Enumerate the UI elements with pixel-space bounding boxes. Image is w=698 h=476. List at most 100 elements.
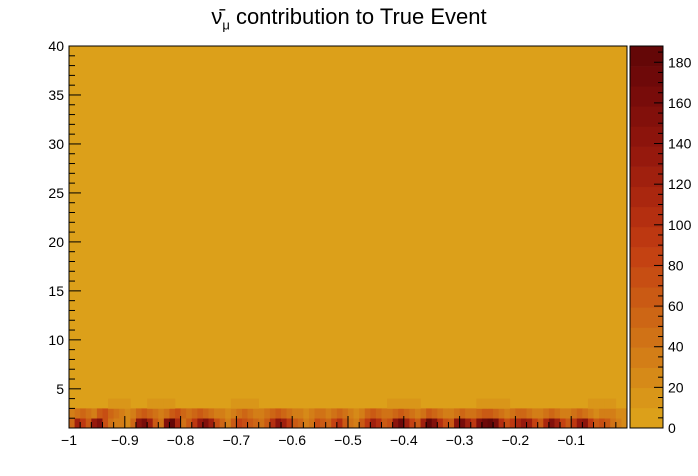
heatmap-cell xyxy=(147,398,153,409)
heatmap-cell xyxy=(409,408,416,419)
heatmap-cell xyxy=(186,408,193,419)
heatmap-cell xyxy=(359,418,366,429)
heatmap-cell xyxy=(219,408,226,419)
color-bar-segment xyxy=(630,226,663,248)
heatmap-cell xyxy=(487,418,494,429)
heatmap-cell xyxy=(275,418,282,429)
color-bar-segment xyxy=(630,86,663,107)
heatmap-cell xyxy=(281,418,287,429)
color-bar-axis: 0 20 40 60 80 100 120 140 160 180 xyxy=(654,46,692,436)
cbar-tick-label: 0 xyxy=(668,420,676,436)
heatmap-cell xyxy=(520,418,527,429)
heatmap-cell xyxy=(582,418,589,429)
heatmap-cell xyxy=(537,418,544,429)
heatmap-cells xyxy=(69,46,628,429)
heatmap-cell xyxy=(124,408,131,419)
heatmap-cell xyxy=(604,418,611,429)
heatmap-cell xyxy=(593,418,600,429)
heatmap-cell xyxy=(331,418,338,429)
heatmap-cell xyxy=(387,398,393,409)
heatmap-cell xyxy=(191,408,198,419)
color-bar-segment xyxy=(630,267,663,288)
heatmap-cell xyxy=(454,408,460,419)
color-bar-segment xyxy=(630,407,663,429)
heatmap-cell xyxy=(230,418,237,429)
heatmap-cell xyxy=(515,418,522,429)
cbar-tick-label: 60 xyxy=(668,298,684,314)
x-tick-label: −0.9 xyxy=(111,432,139,448)
heatmap-cell xyxy=(375,418,382,429)
heatmap-cell xyxy=(476,398,483,409)
heatmap-cell xyxy=(509,408,516,419)
heatmap-cell xyxy=(543,418,550,429)
heatmap-cell xyxy=(348,408,354,419)
title-text: contribution to True Event xyxy=(229,4,487,29)
heatmap-cell xyxy=(526,408,533,419)
heatmap-cell xyxy=(241,408,248,419)
heatmap-cell xyxy=(314,418,321,429)
heatmap-cell xyxy=(498,418,505,429)
heatmap-cell xyxy=(493,418,499,429)
heatmap-cell xyxy=(269,418,276,429)
heatmap-cell xyxy=(163,398,170,409)
heatmap-cell xyxy=(180,408,187,419)
x-axis: −1 −0.9 −0.8 −0.7 −0.6 −0.5 −0.4 −0.3 −0.2 −0.1 xyxy=(61,416,628,448)
heatmap-cell xyxy=(119,418,126,429)
heatmap-cell xyxy=(69,418,75,429)
chart-title: ν̄μ contribution to True Event xyxy=(0,4,698,32)
heatmap-cell xyxy=(292,418,299,429)
x-tick-label: −0.2 xyxy=(502,432,530,448)
heatmap-cell xyxy=(158,418,165,429)
heatmap-cell xyxy=(297,418,304,429)
heatmap-cell xyxy=(392,418,399,429)
color-bar-segment xyxy=(630,327,663,348)
heatmap-cell xyxy=(587,408,594,419)
heatmap-cell xyxy=(241,398,248,409)
heatmap-cell xyxy=(102,418,109,429)
heatmap-cell xyxy=(604,398,611,409)
heatmap-cell xyxy=(565,408,572,419)
heatmap-cell xyxy=(381,408,388,419)
x-tick-label: −0.6 xyxy=(278,432,306,448)
heatmap-cell xyxy=(158,408,165,419)
title-symbol: ν̄ xyxy=(211,4,223,29)
heatmap-cell xyxy=(253,408,260,419)
heatmap-cell xyxy=(342,418,349,429)
heatmap-cell xyxy=(292,408,299,419)
heatmap-cell xyxy=(565,418,572,429)
color-bar-segment xyxy=(630,146,663,167)
heatmap-cell xyxy=(85,408,92,419)
heatmap-cell xyxy=(169,398,176,409)
heatmap-cell xyxy=(481,398,488,409)
color-bar-segment xyxy=(630,206,663,228)
heatmap-cell xyxy=(96,418,103,429)
heatmap-cell xyxy=(152,398,159,409)
title-subscript: μ xyxy=(222,17,230,33)
heatmap-cell xyxy=(286,418,293,429)
heatmap-cell xyxy=(487,408,494,419)
color-bar-segment xyxy=(630,66,663,87)
heatmap-cell xyxy=(113,418,120,429)
heatmap-cell xyxy=(113,408,120,419)
heatmap-cell xyxy=(297,408,304,419)
heatmap-cell xyxy=(431,408,438,419)
heatmap-cell xyxy=(442,408,449,419)
heatmap-cell xyxy=(493,398,499,409)
heatmap-cell xyxy=(258,418,265,429)
heatmap-cell xyxy=(80,408,87,419)
heatmap-cell xyxy=(504,418,511,429)
heatmap-cell xyxy=(219,418,226,429)
heatmap-cell xyxy=(91,418,98,429)
y-tick-label: 5 xyxy=(56,381,64,397)
color-bar-segment xyxy=(630,347,663,368)
heatmap-cell xyxy=(208,408,215,419)
heatmap-cell xyxy=(420,418,427,429)
heatmap-cell xyxy=(342,408,349,419)
heatmap-cell xyxy=(437,408,444,419)
heatmap-cell xyxy=(258,408,265,419)
color-bar-segment xyxy=(630,106,663,127)
heatmap-cell xyxy=(599,408,605,419)
heatmap-cell xyxy=(610,418,617,429)
heatmap-cell xyxy=(454,418,460,429)
